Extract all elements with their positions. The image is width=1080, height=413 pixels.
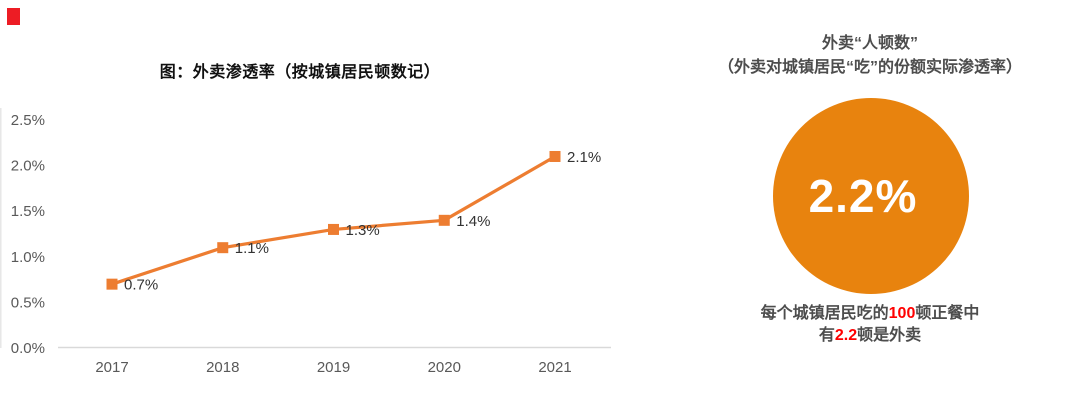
right-panel-title-line1: 外卖“人顿数” <box>821 35 918 52</box>
caption-line1-highlight: 100 <box>888 305 916 322</box>
penetration-line-chart: 0.0% 0.5% 1.0% 1.5% 2.0% 2.5% 2017 2018 2019 2020… <box>0 108 611 376</box>
x-axis-tick-label: 2021 <box>538 359 571 376</box>
data-point-label: 0.7% <box>124 277 158 294</box>
data-point-marker <box>438 214 450 226</box>
data-point-marker <box>217 242 229 254</box>
chart-title: 图：外卖渗透率（按城镇居民顿数记） <box>159 64 441 81</box>
data-point-marker <box>328 223 339 235</box>
caption-line2-pre: 有 <box>818 327 835 344</box>
right-panel-title-line2: （外卖对城镇居民“吃”的份额实际渗透率） <box>717 59 1022 76</box>
penetration-circle: 2.2% <box>773 98 969 294</box>
y-axis-tick-label: 2.5% <box>11 112 45 129</box>
y-axis-tick-label: 0.0% <box>11 340 45 357</box>
data-point-label: 1.4% <box>456 213 490 230</box>
caption-line2: 有2.2顿是外卖 <box>660 325 1080 347</box>
right-panel-title: 外卖“人顿数” （外卖对城镇居民“吃”的份额实际渗透率） <box>660 32 1080 80</box>
data-point-marker <box>106 278 118 290</box>
y-axis-tick-label: 0.5% <box>11 294 45 311</box>
data-point-label: 2.1% <box>567 149 601 166</box>
x-axis-tick-label: 2017 <box>95 359 128 376</box>
caption-line1-pre: 每个城镇居民吃的 <box>760 305 889 322</box>
y-axis-tick-label: 1.5% <box>11 203 45 220</box>
right-panel-caption: 每个城镇居民吃的100顿正餐中 有2.2顿是外卖 <box>660 303 1080 347</box>
data-point-label: 1.1% <box>235 240 269 257</box>
caption-line1: 每个城镇居民吃的100顿正餐中 <box>660 303 1080 325</box>
caption-line2-post: 顿是外卖 <box>857 327 922 344</box>
y-axis-tick-label: 1.0% <box>11 249 45 266</box>
right-panel: 外卖“人顿数” （外卖对城镇居民“吃”的份额实际渗透率） 2.2% 每个城镇居民… <box>660 0 1080 413</box>
red-square-decoration <box>7 8 20 25</box>
penetration-circle-value: 2.2% <box>808 170 918 222</box>
x-axis-tick-label: 2020 <box>428 359 461 376</box>
data-point-marker <box>549 150 561 162</box>
x-axis-tick-label: 2018 <box>206 359 239 376</box>
caption-line2-highlight: 2.2 <box>834 327 858 344</box>
caption-line1-post: 顿正餐中 <box>915 305 980 322</box>
data-point-label: 1.3% <box>346 222 380 239</box>
y-axis-tick-label: 2.0% <box>11 158 45 175</box>
x-axis-tick-label: 2019 <box>317 359 350 376</box>
